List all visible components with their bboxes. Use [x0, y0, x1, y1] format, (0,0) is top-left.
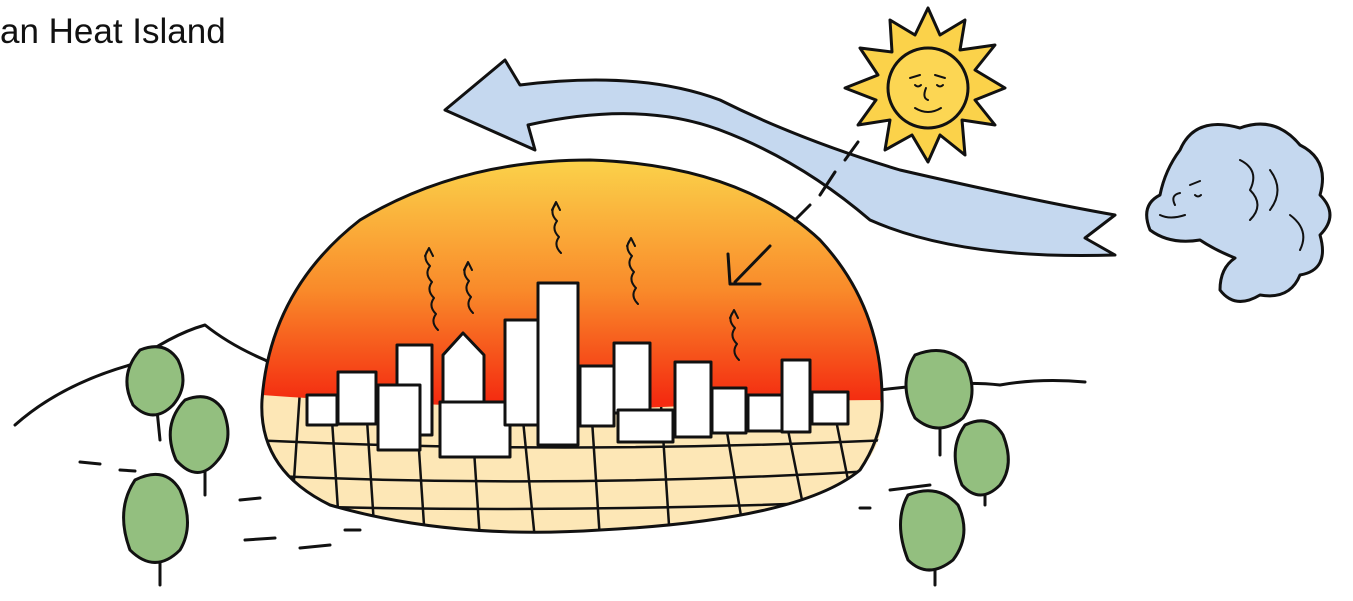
wind-face: [1145, 122, 1332, 303]
sun-ray-arrow: [726, 244, 772, 286]
heat-waves: [424, 201, 740, 361]
trees: [122, 345, 1010, 587]
title: an Heat Island: [0, 12, 226, 51]
wind-ribbon: [443, 58, 1117, 258]
ground-marks: [78, 460, 932, 550]
sun-ray: [793, 140, 860, 222]
hill: [13, 323, 292, 427]
dome-outline: [260, 158, 884, 534]
buildings: [305, 281, 850, 459]
sun: [843, 6, 1007, 164]
